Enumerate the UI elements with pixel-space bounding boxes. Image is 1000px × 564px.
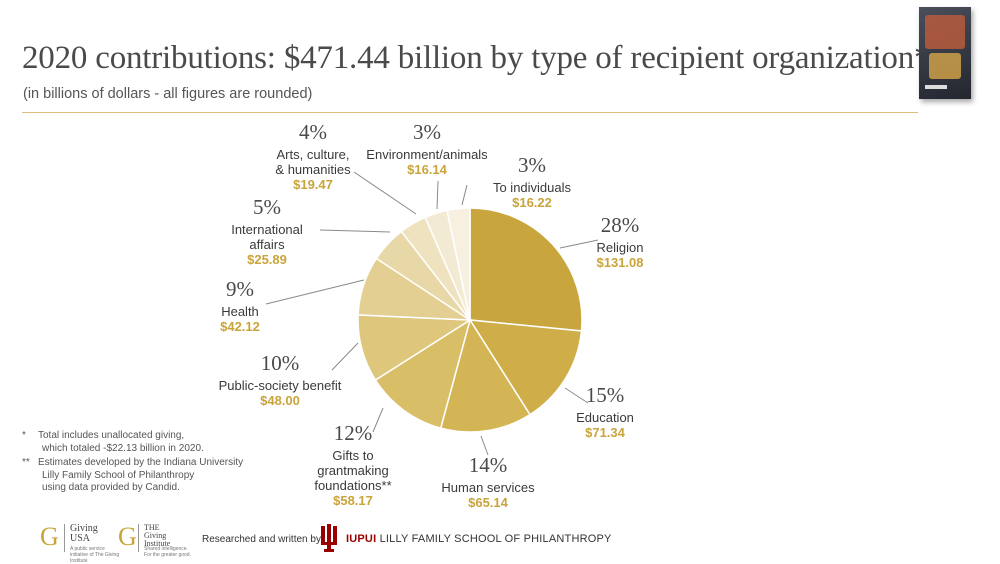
- slice-percent-label: 4%: [299, 120, 327, 144]
- school-name: IUPUI LILLY FAMILY SCHOOL OF PHILANTHROP…: [346, 533, 612, 545]
- page-title: 2020 contributions: $471.44 billion by t…: [22, 40, 931, 76]
- leader-line-5: [331, 342, 359, 371]
- slice-percent-label: 3%: [518, 153, 546, 177]
- pie-slice-4: [374, 318, 472, 430]
- slice-value-label: $16.22: [512, 195, 552, 210]
- slice-name-label: Health: [221, 304, 259, 319]
- footnote-2-line-2: Lilly Family School of Philanthropy: [42, 469, 195, 481]
- iu-trident-icon: [321, 524, 337, 552]
- footnote-1-line-1: Total includes unallocated giving,: [38, 430, 185, 441]
- page-subtitle: (in billions of dollars - all figures ar…: [23, 86, 313, 102]
- slice-percent-label: 15%: [586, 383, 625, 407]
- leader-line-8: [353, 171, 417, 215]
- footnotes: * Total includes unallocated giving, whi…: [22, 430, 243, 495]
- slice-name-label: Public-society benefit: [219, 378, 342, 393]
- researched-by-text: Researched and written by: [202, 534, 321, 545]
- slice-name-label: & humanities: [275, 162, 351, 177]
- leader-line-4: [372, 407, 384, 433]
- footnote-1: * Total includes unallocated giving, whi…: [22, 430, 243, 455]
- slice-value-label: $131.08: [597, 255, 644, 270]
- footnote-1-line-2: which totaled -$22.13 billion in 2020.: [42, 442, 204, 454]
- giving-usa-tagline: A public service initiative of The Givin…: [70, 546, 120, 564]
- pie-slice-10: [446, 207, 471, 321]
- slice-value-label: $16.14: [407, 162, 448, 177]
- logo-separator: [64, 524, 65, 552]
- slice-percent-label: 28%: [601, 213, 640, 237]
- slice-percent-label: 9%: [226, 277, 254, 301]
- slice-name-label: grantmaking: [317, 463, 389, 478]
- giving-usa-logo-mark: G: [40, 522, 59, 551]
- footer: G Giving USA A public service initiative …: [40, 520, 660, 564]
- leader-line-6: [265, 279, 365, 305]
- giving-institute-tagline: Shared intelligence. For the greater goo…: [144, 546, 191, 558]
- leader-line-2: [564, 387, 589, 404]
- giving-institute-logo-mark: G: [118, 522, 137, 551]
- giving-usa-logo-text: Giving USA: [70, 523, 98, 544]
- slice-percent-label: 14%: [469, 453, 508, 477]
- footnote-2-line-3: using data provided by Candid.: [42, 482, 180, 493]
- slice-name-label: International: [231, 222, 303, 237]
- leader-line-1: [559, 239, 599, 249]
- footnote-2-line-1: Estimates developed by the Indiana Unive…: [38, 457, 244, 468]
- logo-separator: [138, 524, 139, 552]
- slice-value-label: $42.12: [220, 319, 260, 334]
- slice-value-label: $48.00: [260, 393, 300, 408]
- footnote-2: ** Estimates developed by the Indiana Un…: [22, 457, 243, 495]
- slice-name-label: foundations**: [314, 478, 391, 493]
- slice-value-label: $25.89: [247, 252, 287, 267]
- slice-percent-label: 3%: [413, 120, 441, 144]
- pie-slice-2: [468, 319, 583, 416]
- slice-percent-label: 12%: [334, 421, 373, 445]
- leader-line-3: [480, 435, 489, 456]
- giving-institute-logo-text: THE Giving Institute: [144, 523, 171, 548]
- slice-value-label: $65.14: [468, 495, 509, 510]
- slice-name-label: Gifts to: [332, 448, 373, 463]
- report-cover-image: [919, 7, 971, 99]
- slice-name-label: affairs: [249, 237, 285, 252]
- slice-name-label: Arts, culture,: [277, 147, 350, 162]
- pie-slice-1: [469, 207, 583, 332]
- slice-value-label: $71.34: [585, 425, 626, 440]
- slice-name-label: Religion: [597, 240, 644, 255]
- slice-value-label: $58.17: [333, 493, 373, 508]
- slice-percent-label: 5%: [253, 195, 281, 219]
- title-divider: [22, 112, 918, 113]
- leader-line-10: [461, 184, 468, 206]
- slice-name-label: Education: [576, 410, 634, 425]
- footnote-2-mark: **: [22, 457, 30, 468]
- slice-value-label: $19.47: [293, 177, 333, 192]
- leader-line-9: [436, 180, 439, 210]
- footnote-1-mark: *: [22, 430, 26, 441]
- slice-percent-label: 10%: [261, 351, 300, 375]
- slice-name-label: Human services: [441, 480, 535, 495]
- slice-name-label: To individuals: [493, 180, 572, 195]
- slice-name-label: Environment/animals: [366, 147, 488, 162]
- leader-line-7: [319, 229, 391, 233]
